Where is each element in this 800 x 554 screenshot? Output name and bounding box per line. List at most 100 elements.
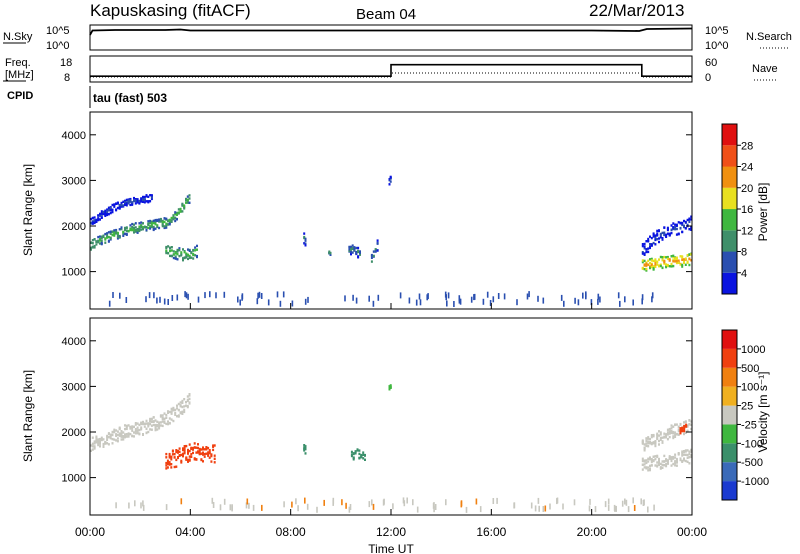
- power-cell: [196, 255, 198, 259]
- xtick-label: 08:00: [276, 525, 306, 539]
- power-cell: [178, 254, 181, 258]
- velocity-cell: [665, 464, 668, 468]
- power-cell: [149, 225, 152, 228]
- velocity-cell: [124, 427, 126, 431]
- velocity-cell: [688, 423, 691, 426]
- power-ground-cell: [176, 294, 179, 301]
- velocity-cell: [647, 469, 650, 472]
- velocity-cell: [116, 440, 119, 443]
- velocity-cell: [658, 457, 660, 461]
- velocity-cell: [690, 455, 693, 458]
- power-ground-cell: [641, 298, 643, 305]
- velocity-cell: [97, 442, 100, 445]
- velocity-ground-cell: [128, 502, 130, 509]
- power-cell: [106, 208, 109, 211]
- power-cell: [154, 221, 157, 224]
- power-cell: [124, 203, 126, 206]
- velocity-ground-cell: [246, 498, 249, 505]
- velocity-cell: [659, 438, 662, 441]
- velocity-cell: [212, 448, 215, 452]
- power-cell: [681, 265, 684, 268]
- velocity-cell: [683, 457, 685, 460]
- velocity-ground-cell: [229, 504, 232, 511]
- velocity-cell: [688, 450, 691, 453]
- power-ground-cell: [427, 293, 429, 300]
- power-colorbar-tick-label: 4: [741, 268, 747, 280]
- power-cell: [125, 202, 128, 205]
- power-cell: [654, 258, 657, 261]
- nsky-tick-bottom: 10^0: [46, 40, 70, 52]
- velocity-cell: [172, 406, 175, 410]
- power-cell: [388, 183, 391, 186]
- power-cell: [122, 231, 125, 234]
- velocity-cell: [362, 451, 365, 454]
- velocity-cell: [193, 446, 196, 449]
- power-ground-cell: [415, 299, 418, 306]
- velocity-cell: [350, 453, 353, 456]
- power-ground-cell: [304, 298, 307, 305]
- power-cell: [645, 240, 648, 243]
- power-cell: [172, 250, 175, 253]
- velocity-cell: [149, 428, 152, 431]
- velocity-cell: [358, 457, 361, 460]
- power-cell: [124, 232, 126, 236]
- velocity-ground-cell: [496, 497, 498, 504]
- velocity-cell: [670, 431, 673, 435]
- power-ground-cell: [171, 295, 174, 301]
- velocity-cell: [683, 453, 685, 456]
- power-cell: [641, 259, 644, 262]
- power-cell: [147, 223, 150, 226]
- velocity-cell: [118, 427, 121, 431]
- power-scatter-region: [303, 232, 307, 247]
- velocity-cell: [181, 401, 184, 404]
- power-cell: [99, 238, 101, 241]
- velocity-cell: [147, 430, 150, 434]
- power-cell: [690, 259, 693, 262]
- power-cell: [677, 261, 680, 264]
- velocity-ground-cell: [633, 505, 636, 511]
- velocity-cell: [131, 427, 134, 430]
- velocity-ground-cell: [402, 497, 405, 504]
- power-cell: [303, 232, 306, 235]
- velocity-cell: [134, 432, 137, 435]
- velocity-cell: [684, 459, 687, 463]
- power-cell: [654, 263, 657, 267]
- power-cell: [328, 250, 331, 253]
- freq-tick-top: 18: [60, 57, 72, 69]
- power-cell: [681, 222, 684, 225]
- velocity-cell: [677, 425, 680, 428]
- power-cell: [665, 235, 668, 238]
- power-cell: [113, 233, 116, 236]
- velocity-cell: [122, 435, 125, 438]
- velocity-cell: [179, 401, 182, 404]
- nave-tick-top: 60: [705, 57, 717, 69]
- velocity-ground-cell: [297, 505, 299, 512]
- velocity-cell: [303, 447, 306, 451]
- velocity-ground-cell: [252, 504, 255, 511]
- power-cell: [165, 251, 168, 255]
- velocity-cell: [134, 429, 137, 433]
- velocity-cell: [185, 458, 188, 461]
- power-cell: [125, 233, 128, 236]
- power-cell: [389, 176, 392, 179]
- power-cell: [140, 228, 143, 231]
- velocity-cell: [170, 410, 173, 413]
- velocity-ground-cell: [624, 498, 626, 505]
- power-cell: [156, 219, 159, 222]
- power-cell: [125, 198, 128, 202]
- power-cell: [645, 262, 648, 265]
- velocity-cell: [140, 426, 143, 429]
- power-ground-cell: [187, 293, 189, 300]
- power-cell: [158, 226, 161, 230]
- velocity-cell: [303, 449, 306, 452]
- power-cell: [683, 224, 685, 227]
- velocity-cell: [688, 452, 691, 456]
- power-cell: [681, 258, 684, 261]
- power-cell: [93, 216, 96, 219]
- velocity-cell: [187, 448, 189, 452]
- velocity-cell: [684, 450, 687, 453]
- power-cell: [104, 209, 107, 212]
- power-cell: [95, 220, 98, 223]
- power-ground-cell: [585, 293, 587, 300]
- velocity-cell: [188, 397, 191, 401]
